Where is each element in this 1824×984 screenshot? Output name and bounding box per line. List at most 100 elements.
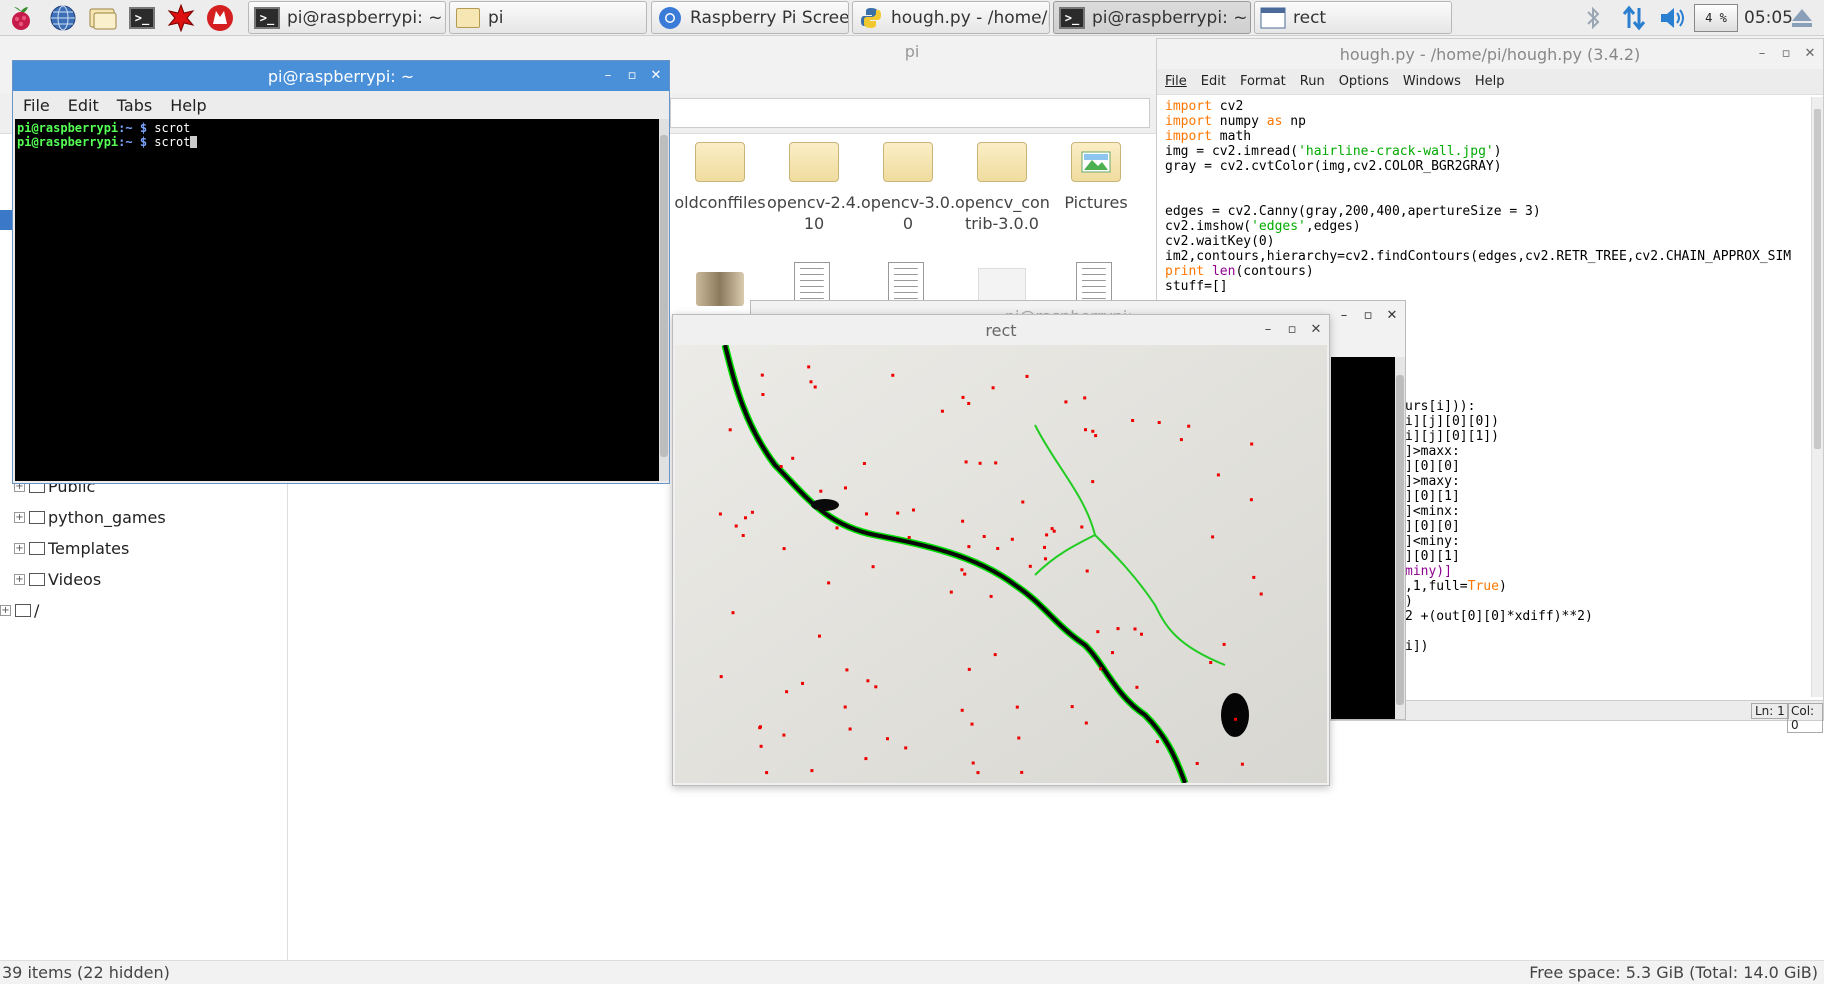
volume-icon[interactable]: [1658, 5, 1688, 35]
maximize-icon[interactable]: ▫: [1363, 308, 1373, 323]
code-token: edges = cv2.Canny(gray,200,400,apertureS…: [1165, 204, 1541, 219]
prompt-user: pi@raspberrypi: [17, 135, 119, 149]
taskbar-button-chromium[interactable]: Raspberry Pi Screen...: [651, 1, 849, 34]
folder-pictures[interactable]: Pictures: [1049, 142, 1143, 213]
code-token: miny)]: [1405, 564, 1452, 579]
terminal-2-screen[interactable]: [1331, 357, 1395, 719]
close-icon[interactable]: ✕: [650, 68, 662, 83]
code-editor-text-continued[interactable]: urs[i])): i][j][0][0]) i][j][0][1])]>maxx:…: [1405, 399, 1805, 699]
contour-marker: [989, 594, 993, 598]
rect-window-controls: – ▫ ✕: [1261, 315, 1323, 345]
tree-item-videos[interactable]: + Videos: [14, 567, 101, 591]
menu-help[interactable]: Help: [170, 95, 207, 115]
menu-file[interactable]: File: [1165, 74, 1187, 89]
menu-edit[interactable]: Edit: [67, 95, 99, 115]
folder-opencv-contrib[interactable]: opencv_con trib-3.0.0: [955, 142, 1050, 234]
mathematica-icon[interactable]: [166, 3, 196, 33]
expander-icon[interactable]: +: [0, 604, 11, 616]
taskbar-button-terminal-1[interactable]: >_ pi@raspberrypi: ~: [248, 1, 446, 34]
menu-options[interactable]: Options: [1338, 74, 1389, 89]
editor-scrollbar[interactable]: [1811, 97, 1823, 697]
taskbar-button-idle[interactable]: hough.py - /home/pi...: [852, 1, 1050, 34]
code-line: [1405, 624, 1805, 639]
contour-marker: [1085, 569, 1089, 573]
close-icon[interactable]: ✕: [1804, 46, 1816, 61]
contour-marker: [1091, 480, 1095, 484]
contour-marker: [758, 726, 762, 730]
tree-item-label: python_games: [48, 507, 166, 527]
menu-run[interactable]: Run: [1299, 74, 1325, 89]
tree-selection-marker: [0, 210, 12, 230]
terminal-scrollbar[interactable]: [659, 119, 669, 481]
terminal-launcher-icon[interactable]: >_: [127, 3, 157, 33]
web-browser-icon[interactable]: [48, 3, 78, 33]
eject-icon[interactable]: [1790, 6, 1814, 34]
contour-marker: [967, 545, 971, 549]
clock[interactable]: 05:05: [1744, 8, 1793, 28]
folder-opencv-3-0-0[interactable]: opencv-3.0. 0: [861, 142, 955, 234]
taskbar-button-label: Raspberry Pi Screen...: [690, 7, 849, 28]
code-line: 2 +(out[0][0]*xdiff)**2): [1405, 609, 1805, 624]
minimize-icon[interactable]: –: [604, 68, 612, 83]
wolfram-icon[interactable]: [205, 3, 235, 33]
expander-icon[interactable]: +: [14, 542, 25, 554]
command-text: scrot: [154, 135, 191, 149]
close-icon[interactable]: ✕: [1386, 308, 1398, 323]
taskbar-button-terminal-2[interactable]: >_ pi@raspberrypi: ~: [1053, 1, 1251, 34]
code-line: img = cv2.imread('hairline-crack-wall.jp…: [1165, 144, 1805, 159]
document-icon[interactable]: [888, 262, 924, 302]
taskbar-button-file-manager[interactable]: pi: [449, 1, 647, 34]
code-editor-text[interactable]: import cv2 import numpy as np import math i…: [1165, 99, 1805, 319]
contour-marker: [993, 653, 997, 657]
folder-label: opencv-2.4. 10: [767, 193, 862, 233]
contour-marker: [1052, 529, 1056, 533]
menu-edit[interactable]: Edit: [1200, 74, 1226, 89]
minimize-icon[interactable]: –: [1264, 322, 1272, 337]
code-line: gray = cv2.cvtColor(img,cv2.COLOR_BGR2GR…: [1165, 159, 1805, 174]
contour-marker: [874, 685, 878, 689]
tree-item-root[interactable]: + /: [0, 598, 39, 622]
maximize-icon[interactable]: ▫: [1287, 322, 1297, 337]
contour-marker: [1187, 424, 1191, 428]
file-manager-icon[interactable]: [88, 3, 118, 33]
menu-windows[interactable]: Windows: [1402, 74, 1461, 89]
terminal-2-scrollbar[interactable]: [1395, 357, 1405, 719]
maximize-icon[interactable]: ▫: [1781, 46, 1791, 61]
expander-icon[interactable]: +: [14, 573, 25, 585]
path-bar[interactable]: [670, 98, 1150, 128]
pictures-folder-icon: [1071, 142, 1121, 182]
contour-marker: [1091, 429, 1095, 433]
contour-marker: [719, 675, 723, 679]
terminal-screen[interactable]: pi@raspberrypi:~ $ scrot pi@raspberrypi:…: [15, 119, 659, 481]
document-icon[interactable]: [1076, 262, 1112, 302]
contour-marker: [845, 668, 849, 672]
contour-marker: [912, 508, 915, 512]
menu-tabs[interactable]: Tabs: [116, 95, 153, 115]
maximize-icon[interactable]: ▫: [627, 68, 637, 83]
tree-item-python-games[interactable]: + python_games: [14, 505, 166, 529]
bluetooth-icon[interactable]: [1584, 5, 1602, 35]
menu-file[interactable]: File: [23, 95, 50, 115]
tree-item-templates[interactable]: + Templates: [14, 536, 129, 560]
raspberry-menu-icon[interactable]: [6, 3, 36, 33]
folder-oldconffiles[interactable]: oldconffiles: [673, 142, 767, 213]
image-thumbnail[interactable]: [696, 272, 744, 306]
expander-icon[interactable]: +: [14, 511, 25, 523]
image-thumbnail[interactable]: [978, 268, 1026, 304]
contour-marker: [1116, 627, 1120, 631]
taskbar-button-rect[interactable]: rect: [1254, 1, 1452, 34]
close-icon[interactable]: ✕: [1310, 322, 1322, 337]
code-line: import numpy as np: [1165, 114, 1805, 129]
folder-opencv-2-4-10[interactable]: opencv-2.4. 10: [767, 142, 861, 234]
menu-help[interactable]: Help: [1474, 74, 1505, 89]
code-token: stuff=[]: [1165, 279, 1228, 294]
document-icon[interactable]: [794, 262, 830, 302]
code-token: as: [1266, 114, 1283, 129]
code-line: ): [1405, 594, 1805, 609]
minimize-icon[interactable]: –: [1758, 46, 1766, 61]
minimize-icon[interactable]: –: [1340, 308, 1348, 323]
tree-item-label: Videos: [48, 569, 102, 589]
network-transfer-icon[interactable]: [1620, 4, 1648, 36]
contour-marker: [991, 386, 995, 390]
menu-format[interactable]: Format: [1239, 74, 1286, 89]
